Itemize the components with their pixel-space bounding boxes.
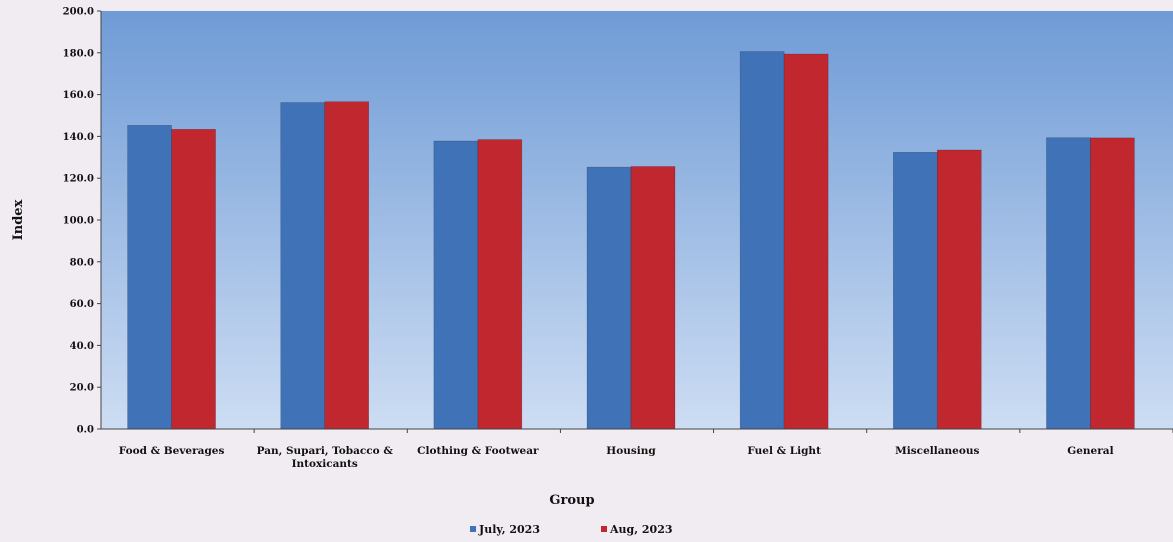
bar-aug-2023 [477,139,523,430]
y-tick-label: 0.0 [77,425,94,436]
bar-aug-2023 [1090,137,1135,430]
x-tick-label-line: General [1067,445,1113,457]
bar-aug-2023 [171,128,216,430]
x-tick-label-line: Miscellaneous [895,445,979,457]
x-tick-label-line: Fuel & Light [747,445,821,457]
legend-label: July, 2023 [478,523,540,536]
bars [127,51,1135,430]
bar-aug-2023 [630,166,676,430]
bar-aug-2023 [936,149,982,430]
legend-swatch [601,526,607,532]
y-tick-label: 80.0 [70,257,94,268]
x-tick-label: Fuel & Light [747,445,821,457]
x-tick-label: Food & Beverages [119,445,225,457]
y-axis: 0.0 20.0 40.0 60.0 80.0 100.0 120.0 140.0 160.0 1… [63,7,102,436]
x-tick-label: Clothing & Footwear [417,445,539,457]
bar-july-2023 [892,151,938,430]
x-tick-label-line: Intoxicants [292,458,358,470]
bar-july-2023 [586,166,632,430]
x-tick-label-line: Housing [606,445,656,457]
y-tick-label: 120.0 [63,174,94,185]
bar-july-2023 [1046,137,1091,430]
x-tick-label: General [1067,445,1113,457]
legend-label: Aug, 2023 [609,523,673,536]
x-tick-label: Miscellaneous [895,445,979,457]
x-axis: Food & Beverages Pan, Supari, Tobacco & In… [101,428,1173,470]
x-tick-label: Pan, Supari, Tobacco & Intoxicants [257,445,394,470]
bar-aug-2023 [324,101,370,430]
x-tick-label-line: Food & Beverages [119,445,225,457]
x-axis-title: Group [549,493,594,508]
y-tick-label: 180.0 [63,48,94,59]
x-tick-label: Housing [606,445,656,457]
bar-july-2023 [433,140,479,430]
y-tick-label: 60.0 [70,299,94,310]
bar-july-2023 [739,51,785,430]
y-tick-label: 200.0 [63,7,94,18]
legend-swatch [470,526,476,532]
bar-aug-2023 [783,53,829,430]
x-tick-label-line: Pan, Supari, Tobacco & [257,445,394,457]
legend: July, 2023 Aug, 2023 [470,523,673,536]
x-tick-label-line: Clothing & Footwear [417,445,539,457]
y-tick-label: 100.0 [63,216,94,227]
y-tick-label: 40.0 [70,341,94,352]
bar-july-2023 [280,102,326,430]
y-axis-title: Index [11,199,26,240]
y-tick-label: 160.0 [63,90,94,101]
y-tick-label: 140.0 [63,132,94,143]
y-tick-label: 20.0 [70,383,94,394]
bar-july-2023 [127,125,172,430]
